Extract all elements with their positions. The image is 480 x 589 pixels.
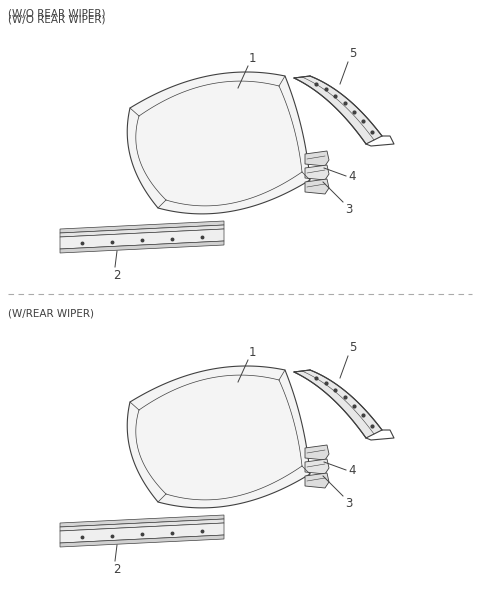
- Polygon shape: [305, 179, 329, 194]
- Polygon shape: [60, 241, 224, 253]
- Text: (W/REAR WIPER): (W/REAR WIPER): [8, 308, 94, 318]
- Polygon shape: [60, 535, 224, 547]
- Polygon shape: [305, 151, 329, 166]
- Polygon shape: [127, 366, 310, 508]
- Polygon shape: [60, 519, 224, 531]
- Polygon shape: [60, 515, 224, 527]
- Text: 1: 1: [249, 346, 256, 359]
- Text: 1: 1: [249, 52, 256, 65]
- Text: 3: 3: [345, 497, 352, 510]
- Polygon shape: [294, 76, 382, 144]
- Text: (W/O REAR WIPER): (W/O REAR WIPER): [8, 14, 106, 24]
- Polygon shape: [294, 370, 382, 438]
- Text: 2: 2: [113, 269, 121, 282]
- Polygon shape: [60, 523, 224, 543]
- Polygon shape: [305, 445, 329, 460]
- Polygon shape: [127, 72, 310, 214]
- Text: 2: 2: [113, 563, 121, 576]
- Polygon shape: [305, 473, 329, 488]
- Text: 4: 4: [348, 170, 356, 183]
- Polygon shape: [60, 221, 224, 233]
- Polygon shape: [60, 229, 224, 249]
- Text: 4: 4: [348, 464, 356, 477]
- Text: 5: 5: [349, 341, 356, 354]
- Polygon shape: [305, 459, 329, 474]
- Text: 3: 3: [345, 203, 352, 216]
- Text: (W/O REAR WIPER): (W/O REAR WIPER): [8, 8, 106, 18]
- Polygon shape: [305, 165, 329, 180]
- Text: 5: 5: [349, 47, 356, 60]
- Polygon shape: [60, 225, 224, 237]
